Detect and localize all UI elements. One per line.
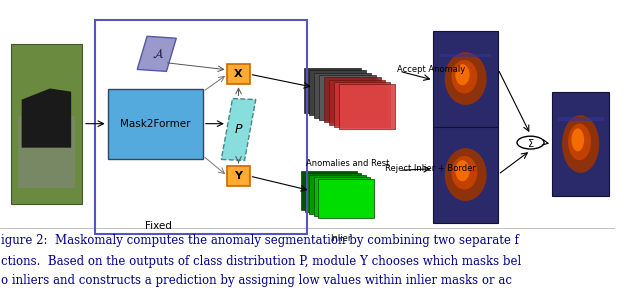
Bar xyxy=(334,82,390,127)
Text: Accept Anomaly: Accept Anomaly xyxy=(397,65,465,74)
Text: Fixed: Fixed xyxy=(145,221,172,231)
Text: Y: Y xyxy=(234,171,243,181)
Bar xyxy=(301,171,357,210)
Bar xyxy=(227,166,250,186)
Text: $P$: $P$ xyxy=(234,123,243,136)
Bar xyxy=(18,116,75,188)
Bar xyxy=(433,127,498,223)
Ellipse shape xyxy=(445,52,486,105)
Bar xyxy=(314,177,370,216)
Bar xyxy=(318,179,374,218)
Ellipse shape xyxy=(451,60,477,93)
Text: $\mathcal{A}$: $\mathcal{A}$ xyxy=(152,47,164,61)
Bar xyxy=(227,64,250,84)
Text: o inliers and constructs a prediction by assigning low values within inlier mask: o inliers and constructs a prediction by… xyxy=(1,274,512,287)
Text: ctions.  Based on the outputs of class distribution P, module Y chooses which ma: ctions. Based on the outputs of class di… xyxy=(1,255,522,268)
Ellipse shape xyxy=(562,115,599,173)
Ellipse shape xyxy=(455,64,470,85)
Bar xyxy=(552,92,609,196)
Bar xyxy=(95,20,307,234)
Bar xyxy=(304,68,361,113)
Bar xyxy=(314,72,371,118)
Polygon shape xyxy=(22,88,71,148)
Bar xyxy=(305,173,362,212)
Bar xyxy=(309,175,366,214)
Ellipse shape xyxy=(445,148,486,201)
Bar xyxy=(558,117,604,121)
Ellipse shape xyxy=(572,128,584,151)
Text: igure 2:  Maskomaly computes the anomaly segmentation by combining two separate : igure 2: Maskomaly computes the anomaly … xyxy=(1,234,519,247)
Text: Reject Inlier + Border: Reject Inlier + Border xyxy=(385,164,476,173)
Bar xyxy=(108,89,203,159)
Ellipse shape xyxy=(455,160,470,181)
Bar xyxy=(433,31,498,127)
Bar xyxy=(137,36,176,71)
Bar xyxy=(319,75,376,120)
Ellipse shape xyxy=(568,124,591,160)
Bar xyxy=(339,84,396,129)
Text: Anomalies and Rest: Anomalies and Rest xyxy=(306,159,389,168)
Bar xyxy=(221,99,256,160)
Bar xyxy=(11,44,82,204)
Bar xyxy=(324,77,381,122)
Text: Inlier: Inlier xyxy=(330,234,352,243)
Text: Mask2Former: Mask2Former xyxy=(120,119,191,129)
Bar xyxy=(309,70,366,115)
Bar xyxy=(329,79,385,125)
Bar xyxy=(440,54,492,57)
Text: X: X xyxy=(234,69,243,79)
Text: $\Sigma$: $\Sigma$ xyxy=(527,136,534,149)
Ellipse shape xyxy=(451,156,477,189)
